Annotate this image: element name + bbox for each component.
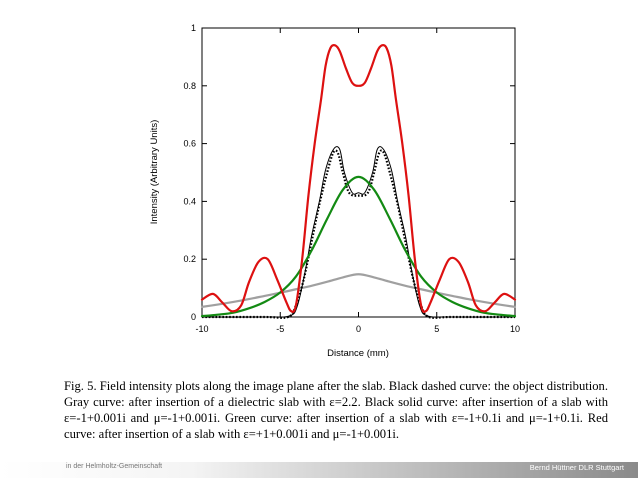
- y-tick-label: 0.8: [183, 81, 196, 91]
- x-axis-title: Distance (mm): [327, 348, 389, 359]
- y-tick-label: 0.6: [183, 139, 196, 149]
- x-tick-label: 5: [434, 324, 439, 334]
- x-tick-label: -5: [276, 324, 284, 334]
- series-layer: [200, 44, 517, 319]
- x-tick-label: -10: [195, 324, 208, 334]
- y-tick-label: 0: [191, 312, 196, 322]
- y-tick-label: 1: [191, 23, 196, 33]
- intensity-chart: -10 -5 0 5 10 0 0.2 0.4 0.6 0.8 1 Distance (mm) I…: [149, 23, 520, 359]
- footer-left-text: in der Helmholtz-Gemeinschaft: [66, 463, 163, 470]
- footer-right-text: Bernd Hüttner DLR Stuttgart: [529, 463, 624, 472]
- footer-bar: [0, 462, 638, 478]
- y-tick-label: 0.2: [183, 254, 196, 264]
- y-axis-title: Intensity (Arbitrary Units): [149, 120, 160, 225]
- x-tick-label: 0: [356, 324, 361, 334]
- series-line-2: [202, 149, 515, 319]
- y-tick-label: 0.4: [183, 196, 196, 206]
- series-line-3: [200, 175, 517, 318]
- series-line-4: [200, 44, 517, 313]
- series-line-0: [200, 273, 517, 308]
- figure-caption: Fig. 5. Field intensity plots along the …: [64, 379, 608, 441]
- x-tick-label: 10: [510, 324, 520, 334]
